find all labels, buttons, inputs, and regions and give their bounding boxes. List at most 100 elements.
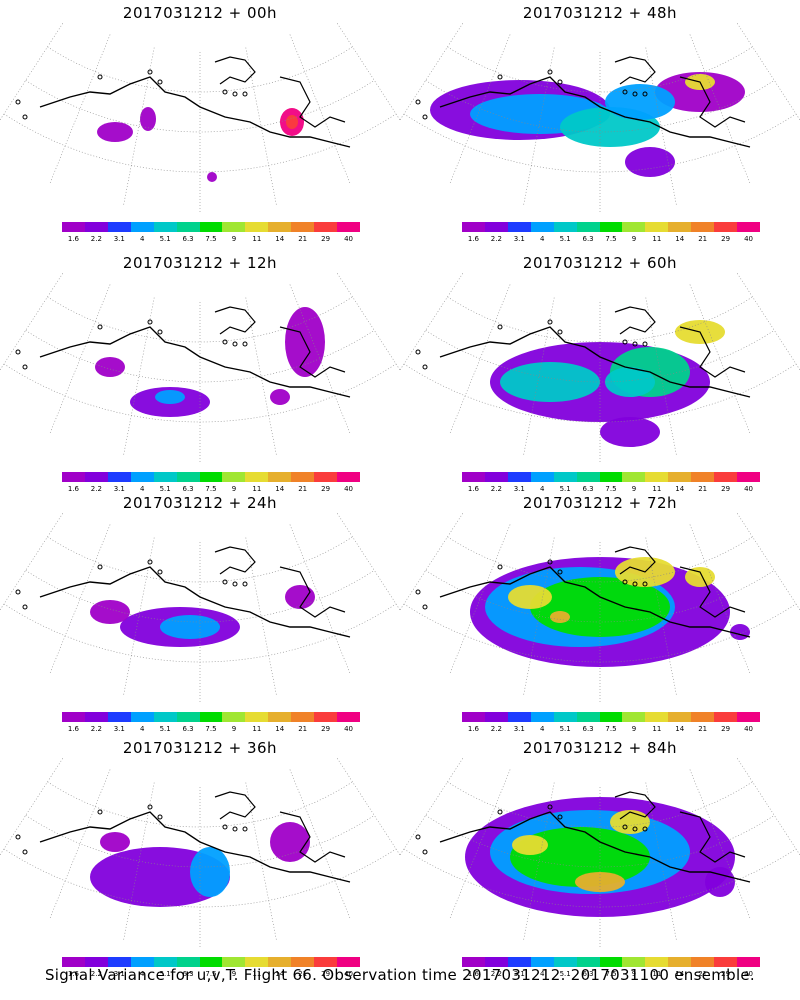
- island: [547, 559, 553, 565]
- parallel-line: [403, 848, 797, 908]
- variance-contour: [500, 362, 600, 402]
- colorbar-swatch: [222, 957, 246, 967]
- meridian-line: [336, 512, 400, 611]
- island: [557, 814, 563, 820]
- colorbar-tick-label: 4: [139, 725, 145, 733]
- colorbar-tick-label: 7.5: [605, 970, 617, 978]
- island: [422, 364, 428, 370]
- colorbar-swatch: [130, 712, 154, 722]
- colorbar-swatch: [484, 957, 508, 967]
- colorbar-tick-label: 5.1: [159, 970, 171, 978]
- island: [422, 604, 428, 610]
- island: [622, 339, 628, 345]
- colorbar-swatch: [107, 712, 131, 722]
- colorbar-swatch: [691, 472, 715, 482]
- colorbar-tick-label: 3.1: [513, 970, 525, 978]
- colorbar-tick-label: 11: [252, 970, 262, 978]
- colorbar-tick-label: 1.6: [67, 970, 80, 978]
- colorbar-tick-label: 11: [652, 485, 662, 493]
- colorbar-swatch: [268, 222, 292, 232]
- colorbar-tick-label: 2.2: [90, 725, 102, 733]
- parallel-line: [403, 113, 797, 173]
- island: [497, 564, 503, 570]
- colorbar-tick-label: 6.3: [582, 235, 594, 243]
- island: [642, 581, 648, 587]
- parallel-line: [3, 603, 397, 663]
- coastline: [39, 76, 351, 148]
- meridian-line: [245, 537, 277, 695]
- colorbar-tick-label: 9: [631, 485, 637, 493]
- variance-contour: [655, 72, 745, 112]
- colorbar-swatch: [153, 957, 177, 967]
- colorbar-swatch: [462, 472, 485, 482]
- island: [622, 824, 628, 830]
- colorbar-swatch: [691, 712, 715, 722]
- meridian-line: [0, 272, 64, 371]
- colorbar-tick-label: 7.5: [605, 485, 617, 493]
- colorbar-ticks: 1.6 2.2 3.1 4 5.1 6.3 7.5 9 11 14 21 29 40: [452, 725, 770, 735]
- colorbar-tick-label: 9: [631, 725, 637, 733]
- colorbar-tick-label: 9: [231, 970, 237, 978]
- colorbar-swatch: [530, 957, 554, 967]
- panel-title: 2017031212 + 48h: [522, 4, 678, 22]
- colorbar-tick-label: 1.6: [67, 725, 80, 733]
- parallel-line: [403, 603, 797, 663]
- coastline: [39, 811, 351, 883]
- colorbar-tick-label: 6.3: [182, 485, 194, 493]
- colorbar-tick-label: 6.3: [182, 725, 194, 733]
- coastline: [439, 76, 751, 148]
- colorbar-tick-label: 5.1: [559, 725, 571, 733]
- island: [557, 79, 563, 85]
- island: [422, 114, 428, 120]
- colorbar-swatch: [153, 472, 177, 482]
- colorbar-tick-label: 7.5: [605, 235, 617, 243]
- parallel-line: [25, 330, 375, 383]
- meridian-line: [400, 512, 464, 611]
- colorbar-tick-label: 2.2: [90, 235, 102, 243]
- colorbar-swatch: [245, 957, 269, 967]
- colorbar-swatch: [462, 222, 485, 232]
- colorbar-swatch: [268, 712, 292, 722]
- colorbar-tick-label: 14: [275, 725, 285, 733]
- colorbar-tick-label: 1.6: [467, 970, 480, 978]
- map: [400, 22, 800, 212]
- colorbar: [462, 222, 760, 232]
- colorbar-swatch: [84, 222, 108, 232]
- colorbar-tick-label: 40: [344, 970, 353, 978]
- island: [632, 91, 638, 97]
- colorbar-tick-label: 4: [139, 970, 145, 978]
- colorbar-swatch: [153, 222, 177, 232]
- coastline: [614, 56, 746, 128]
- colorbar-tick-label: 3.1: [513, 235, 525, 243]
- colorbar-swatch: [714, 957, 738, 967]
- colorbar-swatch: [337, 472, 360, 482]
- island: [222, 89, 228, 95]
- colorbar-tick-label: 6.3: [582, 485, 594, 493]
- parallel-line: [425, 80, 775, 133]
- panel-0h: 2017031212 + 00h 1.6 2.2 3.1 4 5.1 6.3 7.5 9 11 1…: [0, 0, 400, 245]
- colorbar-tick-label: 4: [539, 485, 545, 493]
- island: [97, 324, 103, 330]
- map: [0, 757, 400, 947]
- coastline: [439, 566, 751, 638]
- colorbar-tick-label: 29: [321, 235, 331, 243]
- colorbar-swatch: [645, 222, 669, 232]
- colorbar-tick-label: 21: [298, 725, 308, 733]
- variance-contour: [600, 417, 660, 447]
- colorbar-tick-label: 1.6: [67, 235, 80, 243]
- colorbar-swatch: [691, 222, 715, 232]
- colorbar-swatch: [599, 712, 623, 722]
- island: [147, 804, 153, 810]
- island: [632, 341, 638, 347]
- colorbar-tick-label: 2.2: [90, 970, 102, 978]
- variance-field: [430, 72, 745, 177]
- colorbar-tick-label: 14: [675, 725, 685, 733]
- variance-contour: [550, 611, 570, 623]
- variance-contour: [685, 567, 715, 587]
- island: [15, 349, 21, 355]
- colorbar-swatch: [645, 712, 669, 722]
- meridian-line: [736, 512, 800, 611]
- colorbar-tick-label: 11: [252, 725, 262, 733]
- colorbar-swatch: [176, 957, 200, 967]
- colorbar-swatch: [268, 472, 292, 482]
